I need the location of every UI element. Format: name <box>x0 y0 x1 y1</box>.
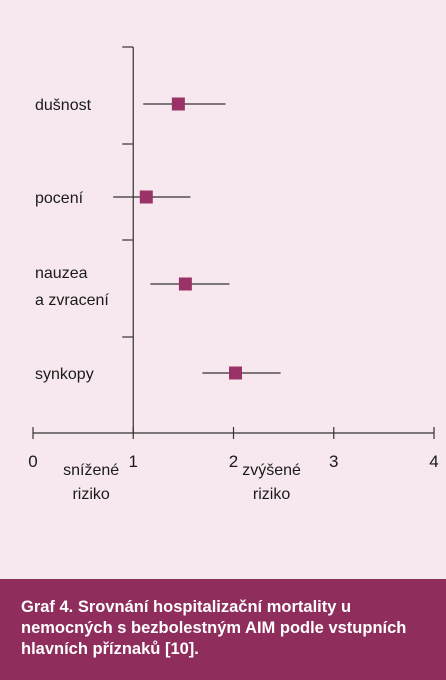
estimate-marker-3 <box>229 366 243 380</box>
forest-plot: 0 1 2 3 4 snížené riziko zvýšené riziko dušnost po… <box>28 46 439 503</box>
estimate-marker-1 <box>139 190 153 204</box>
annotation-right-0: zvýšené <box>242 462 301 479</box>
row-label-2-1: a zvracení <box>35 292 109 309</box>
annotation-left-0: snížené <box>63 462 119 479</box>
row-label-2-0: nauzea <box>35 265 88 282</box>
estimate-marker-2 <box>178 277 192 291</box>
figure-caption: Graf 4. Srovnání hospitalizační mortalit… <box>0 579 446 680</box>
row-label-0-0: dušnost <box>35 97 92 114</box>
estimate-marker-0 <box>171 97 185 111</box>
x-tick-label-3: 3 <box>329 452 338 471</box>
annotation-right-1: riziko <box>253 486 290 503</box>
row-label-1-0: pocení <box>35 190 84 207</box>
x-tick-label-1: 1 <box>129 452 138 471</box>
annotation-left-1: riziko <box>72 486 109 503</box>
x-tick-label-4: 4 <box>429 452 438 471</box>
row-label-3-0: synkopy <box>35 366 94 383</box>
x-tick-label-2: 2 <box>229 452 238 471</box>
x-tick-label-0: 0 <box>28 452 37 471</box>
